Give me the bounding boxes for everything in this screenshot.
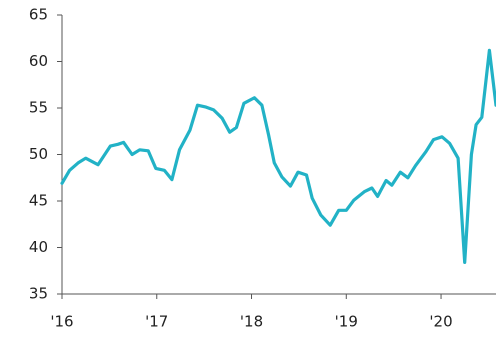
x-tick-label: '18 (240, 313, 263, 331)
y-tick-label: 60 (29, 52, 48, 70)
y-tick-label: 65 (29, 6, 48, 24)
y-tick-label: 50 (29, 145, 48, 163)
y-tick-label: 40 (29, 238, 48, 256)
line-series (60, 48, 496, 264)
y-tick-label: 35 (29, 285, 48, 303)
x-tick-label: '20 (429, 313, 452, 331)
y-tick-label: 45 (29, 192, 48, 210)
x-tick-label: '16 (50, 313, 73, 331)
y-tick-label: 55 (29, 99, 48, 117)
x-tick-label: '19 (335, 313, 358, 331)
x-tick-label: '17 (145, 313, 168, 331)
